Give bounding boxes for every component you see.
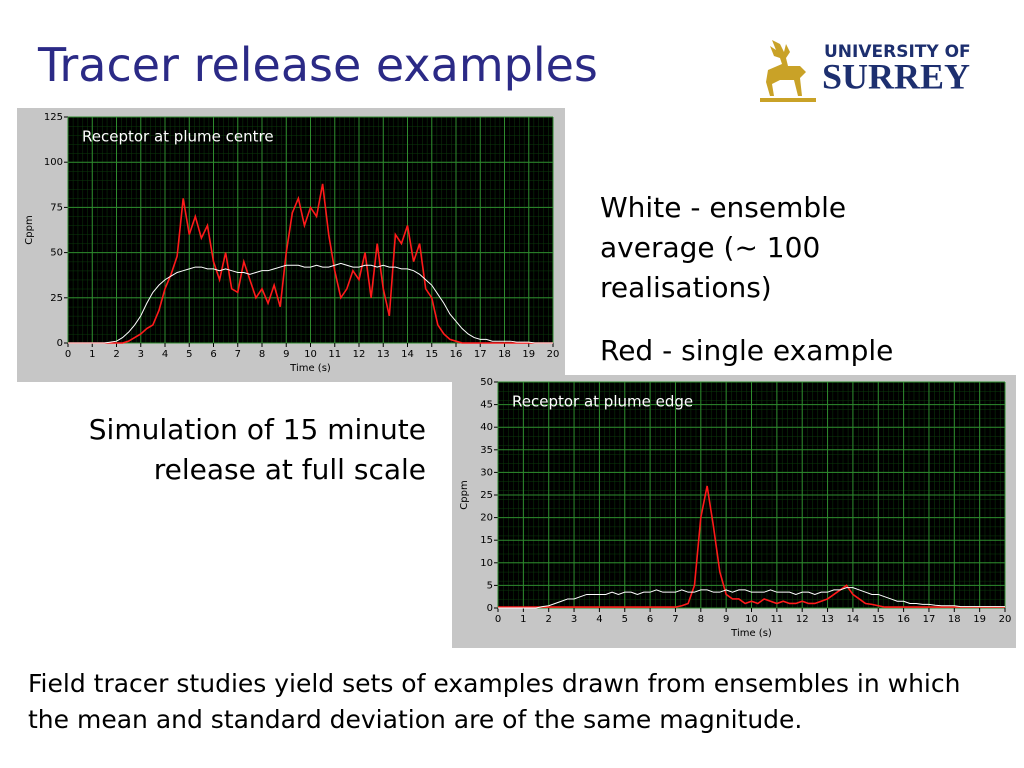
x-tick-label: 14: [847, 614, 860, 625]
x-tick-label: 1: [520, 614, 526, 625]
x-tick-label: 2: [546, 614, 552, 625]
logo-stag: [760, 40, 816, 102]
y-tick-label: 50: [480, 377, 493, 388]
x-tick-label: 1: [89, 349, 95, 360]
x-tick-label: 10: [304, 349, 317, 360]
slide-title: Tracer release examples: [38, 38, 598, 92]
y-tick-label: 15: [480, 535, 493, 546]
annotation: Receptor at plume edge: [512, 393, 693, 411]
x-tick-label: 9: [283, 349, 289, 360]
y-tick-label: 40: [480, 422, 493, 433]
x-tick-label: 17: [474, 349, 487, 360]
y-tick-label: 25: [480, 490, 493, 501]
x-tick-label: 7: [672, 614, 678, 625]
x-tick-label: 14: [401, 349, 414, 360]
x-tick-label: 16: [450, 349, 463, 360]
series-line: [68, 183, 553, 344]
x-tick-label: 6: [210, 349, 216, 360]
y-tick-label: 5: [487, 580, 493, 591]
logo-line1: UNIVERSITY OF: [824, 42, 971, 62]
series-line: [498, 587, 1005, 609]
x-tick-label: 13: [377, 349, 390, 360]
logo: UNIVERSITY OF SURREY: [760, 40, 971, 102]
x-tick-label: 16: [897, 614, 910, 625]
x-tick-label: 9: [723, 614, 729, 625]
footer: Field tracer studies yield sets of examp…: [28, 669, 961, 734]
series-line: [68, 262, 553, 344]
logo-line2: SURREY: [822, 56, 970, 96]
x-tick-label: 13: [821, 614, 834, 625]
x-tick-label: 5: [186, 349, 192, 360]
y-axis-label: Cppm: [459, 480, 470, 509]
y-tick-label: 35: [480, 445, 493, 456]
x-tick-label: 5: [622, 614, 628, 625]
x-tick-label: 11: [328, 349, 341, 360]
x-tick-label: 0: [65, 349, 71, 360]
caption: Simulation of 15 minute release at full …: [88, 413, 426, 486]
y-tick-label: 0: [57, 338, 63, 349]
x-axis-label: Time (s): [289, 363, 331, 374]
annotation: Receptor at plume centre: [82, 128, 274, 146]
y-tick-label: 20: [480, 513, 493, 524]
x-tick-label: 3: [571, 614, 577, 625]
y-tick-label: 45: [480, 400, 493, 411]
y-tick-label: 25: [50, 293, 63, 304]
x-tick-label: 10: [745, 614, 758, 625]
x-tick-label: 15: [872, 614, 885, 625]
x-tick-label: 2: [113, 349, 119, 360]
y-tick-label: 75: [50, 202, 63, 213]
y-tick-label: 50: [50, 248, 63, 259]
x-tick-label: 8: [698, 614, 704, 625]
note: Red - single example: [600, 334, 894, 367]
x-tick-label: 17: [923, 614, 936, 625]
series-line: [498, 485, 1005, 608]
y-tick-label: 10: [480, 558, 493, 569]
x-tick-label: 11: [770, 614, 783, 625]
x-tick-label: 3: [138, 349, 144, 360]
x-axis-label: Time (s): [730, 628, 772, 639]
x-tick-label: 19: [973, 614, 986, 625]
x-tick-label: 18: [948, 614, 961, 625]
x-tick-label: 20: [999, 614, 1012, 625]
x-tick-label: 20: [547, 349, 560, 360]
x-tick-label: 15: [425, 349, 438, 360]
x-tick-label: 4: [162, 349, 168, 360]
y-tick-label: 0: [487, 603, 493, 614]
y-axis-label: Cppm: [24, 215, 35, 244]
y-tick-label: 30: [480, 467, 493, 478]
x-tick-label: 12: [796, 614, 809, 625]
y-tick-label: 125: [44, 112, 63, 123]
x-tick-label: 0: [495, 614, 501, 625]
x-tick-label: 6: [647, 614, 653, 625]
note: White - ensemble average (~ 100 realisat…: [600, 191, 847, 304]
x-tick-label: 18: [498, 349, 511, 360]
x-tick-label: 19: [522, 349, 535, 360]
x-tick-label: 12: [353, 349, 366, 360]
x-tick-label: 7: [235, 349, 241, 360]
x-tick-label: 8: [259, 349, 265, 360]
y-tick-label: 100: [44, 157, 63, 168]
x-tick-label: 4: [596, 614, 602, 625]
